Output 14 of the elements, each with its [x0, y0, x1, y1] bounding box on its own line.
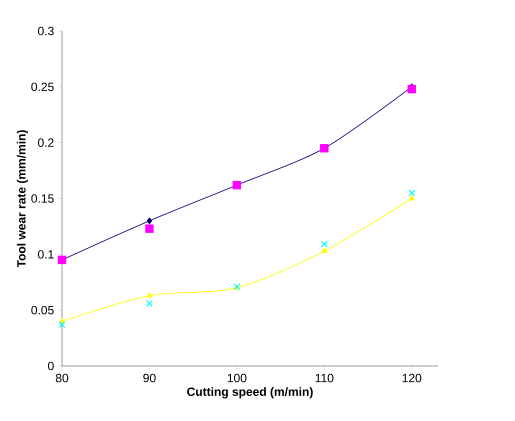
- y-tick-label: 0: [48, 362, 54, 370]
- y-axis-title: Tool wear rate (mm/min): [16, 130, 28, 268]
- x-axis-title: Cutting speed (m/min): [187, 387, 313, 398]
- y-tick-label: 0.25: [31, 82, 54, 92]
- y-tick-label: 0.15: [31, 194, 54, 203]
- y-tick-label: 0.1: [38, 250, 54, 259]
- y-tick-label: 0.05: [31, 306, 54, 314]
- x-tick-label: 100: [228, 374, 246, 382]
- x-tick-label: 80: [56, 374, 68, 382]
- x-tick-label: 110: [316, 374, 334, 382]
- y-tick-label: 0.2: [38, 138, 54, 147]
- y-tick-label: 0.3: [38, 26, 54, 36]
- x-tick-label: 90: [143, 374, 156, 382]
- x-tick-label: 120: [402, 374, 422, 382]
